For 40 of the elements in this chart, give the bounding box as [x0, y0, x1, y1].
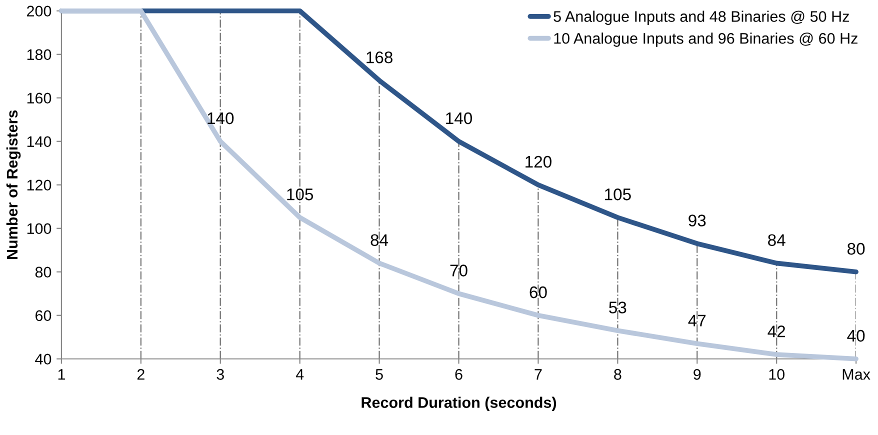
x-axis-title: Record Duration (seconds) [362, 396, 556, 411]
x-tick-label: 7 [534, 369, 542, 380]
x-tick-label: Max [842, 369, 870, 380]
y-tick-label: 120 [27, 180, 52, 191]
data-label: 140 [208, 112, 234, 124]
x-tick-label: 1 [58, 369, 65, 380]
data-label: 84 [768, 234, 786, 246]
data-label: 84 [370, 234, 388, 246]
x-tick-label: 5 [376, 369, 383, 380]
y-tick-label: 180 [27, 49, 52, 60]
data-label: 47 [688, 314, 706, 326]
x-tick-label: 8 [614, 369, 622, 380]
data-label: 70 [450, 264, 468, 276]
data-label: 140 [446, 112, 472, 124]
x-tick-label: 2 [137, 369, 144, 380]
y-tick-label: 160 [27, 92, 52, 104]
y-tick-label: 140 [27, 136, 52, 148]
y-tick-label: 200 [27, 6, 52, 17]
x-tick-label: 6 [455, 369, 462, 380]
data-label: 105 [605, 188, 631, 200]
data-label: 53 [609, 302, 626, 314]
data-label: 80 [848, 242, 865, 255]
data-label: 93 [688, 214, 706, 226]
data-label: 105 [287, 188, 314, 200]
data-label: 42 [768, 326, 786, 338]
data-label: 40 [847, 330, 865, 342]
x-tick-label: 3 [216, 369, 224, 380]
legend-label: 5 Analogue Inputs and 48 Binaries @ 50 Hz [554, 10, 849, 25]
y-tick-label: 100 [27, 223, 52, 234]
x-tick-label: 9 [694, 369, 701, 380]
y-tick-label: 40 [35, 354, 52, 365]
data-label: 120 [526, 156, 552, 168]
x-tick-label: 10 [769, 369, 784, 380]
data-label: 168 [366, 51, 392, 64]
y-axis-title: Number of Registers [6, 110, 21, 259]
legend-label: 10 Analogue Inputs and 96 Binaries @ 60 Hz [554, 32, 858, 47]
data-label: 60 [530, 286, 547, 298]
y-tick-label: 80 [35, 266, 52, 278]
y-tick-label: 60 [36, 310, 52, 322]
x-tick-label: 4 [296, 369, 304, 380]
